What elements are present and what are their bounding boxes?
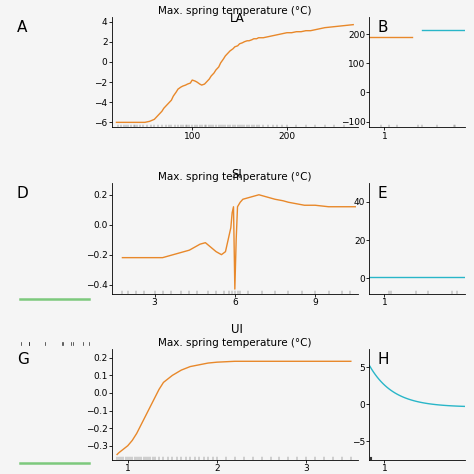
Text: E: E [377, 186, 387, 201]
Text: B: B [377, 20, 388, 35]
Title: Max. spring temperature (°C): Max. spring temperature (°C) [158, 6, 311, 16]
Title: Max. spring temperature (°C): Max. spring temperature (°C) [158, 338, 311, 348]
Text: SI: SI [232, 168, 242, 181]
Text: A: A [17, 20, 27, 35]
Text: D: D [17, 186, 28, 201]
Text: UI: UI [231, 323, 243, 336]
Text: G: G [17, 352, 28, 367]
Text: LA: LA [229, 12, 245, 25]
Text: H: H [377, 352, 389, 367]
Title: Max. spring temperature (°C): Max. spring temperature (°C) [158, 172, 311, 182]
